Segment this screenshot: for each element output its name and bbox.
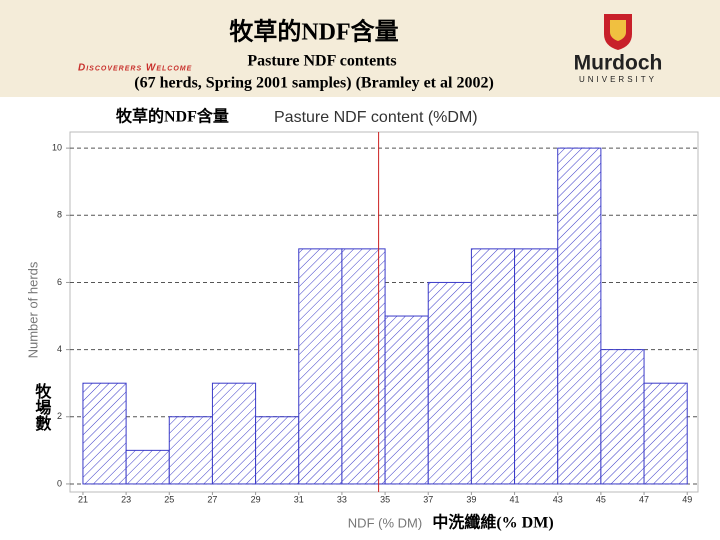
x-tick-label: 45 bbox=[596, 494, 606, 504]
y-tick-label: 6 bbox=[57, 277, 62, 287]
x-tick-label: 47 bbox=[639, 494, 649, 504]
x-tick-label: 23 bbox=[121, 494, 131, 504]
y-tick-label: 0 bbox=[57, 478, 62, 488]
bar bbox=[298, 248, 343, 485]
x-tick-label: 21 bbox=[78, 494, 88, 504]
y-tick-label: 2 bbox=[57, 411, 62, 421]
bar bbox=[384, 315, 429, 485]
x-tick-label: 25 bbox=[164, 494, 174, 504]
x-tick-label: 33 bbox=[337, 494, 347, 504]
bar bbox=[600, 349, 645, 485]
chart-title-zh: 牧草的NDF含量 bbox=[116, 107, 229, 126]
tagline: Discoverers Welcome bbox=[78, 63, 192, 74]
bar bbox=[557, 147, 602, 485]
bar bbox=[82, 382, 127, 485]
y-tick-label: 4 bbox=[57, 344, 62, 354]
x-tick-label: 27 bbox=[207, 494, 217, 504]
x-tick-label: 37 bbox=[423, 494, 433, 504]
x-axis-label-zh: 中洗纖維(% DM) bbox=[432, 513, 553, 532]
y-tick-label: 8 bbox=[57, 210, 62, 220]
bar bbox=[341, 248, 386, 485]
note: (67 herds, Spring 2001 samples) (Bramley… bbox=[134, 75, 494, 92]
x-tick-label: 43 bbox=[553, 494, 563, 504]
bar bbox=[470, 248, 516, 485]
x-axis-label: NDF (% DM) bbox=[348, 515, 422, 530]
bar bbox=[643, 382, 688, 485]
x-tick-label: 49 bbox=[682, 494, 692, 504]
y-axis-label: Number of herds bbox=[25, 261, 40, 358]
logo-sub: UNIVERSITY bbox=[579, 75, 657, 84]
bar bbox=[255, 416, 300, 485]
x-tick-label: 39 bbox=[466, 494, 476, 504]
x-tick-label: 35 bbox=[380, 494, 390, 504]
bar bbox=[211, 382, 257, 485]
slide-title: 牧草的NDF含量 bbox=[229, 18, 398, 46]
x-tick-label: 41 bbox=[510, 494, 520, 504]
x-tick-label: 29 bbox=[251, 494, 261, 504]
bar bbox=[514, 248, 559, 485]
x-tick-label: 31 bbox=[294, 494, 304, 504]
logo-inner bbox=[610, 20, 626, 41]
header-band bbox=[0, 0, 720, 97]
bar bbox=[168, 416, 213, 485]
logo-name: Murdoch bbox=[574, 52, 663, 75]
subtitle: Pasture NDF contents bbox=[247, 53, 396, 70]
bar bbox=[125, 449, 170, 485]
y-tick-label: 10 bbox=[52, 142, 62, 152]
chart-title: Pasture NDF content (%DM) bbox=[274, 109, 478, 126]
bar bbox=[427, 281, 472, 485]
y-axis-label-zh: 牧場數 bbox=[32, 382, 51, 432]
